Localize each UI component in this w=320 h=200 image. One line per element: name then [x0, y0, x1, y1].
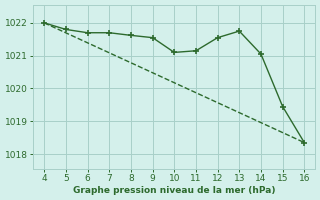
X-axis label: Graphe pression niveau de la mer (hPa): Graphe pression niveau de la mer (hPa) — [73, 186, 276, 195]
